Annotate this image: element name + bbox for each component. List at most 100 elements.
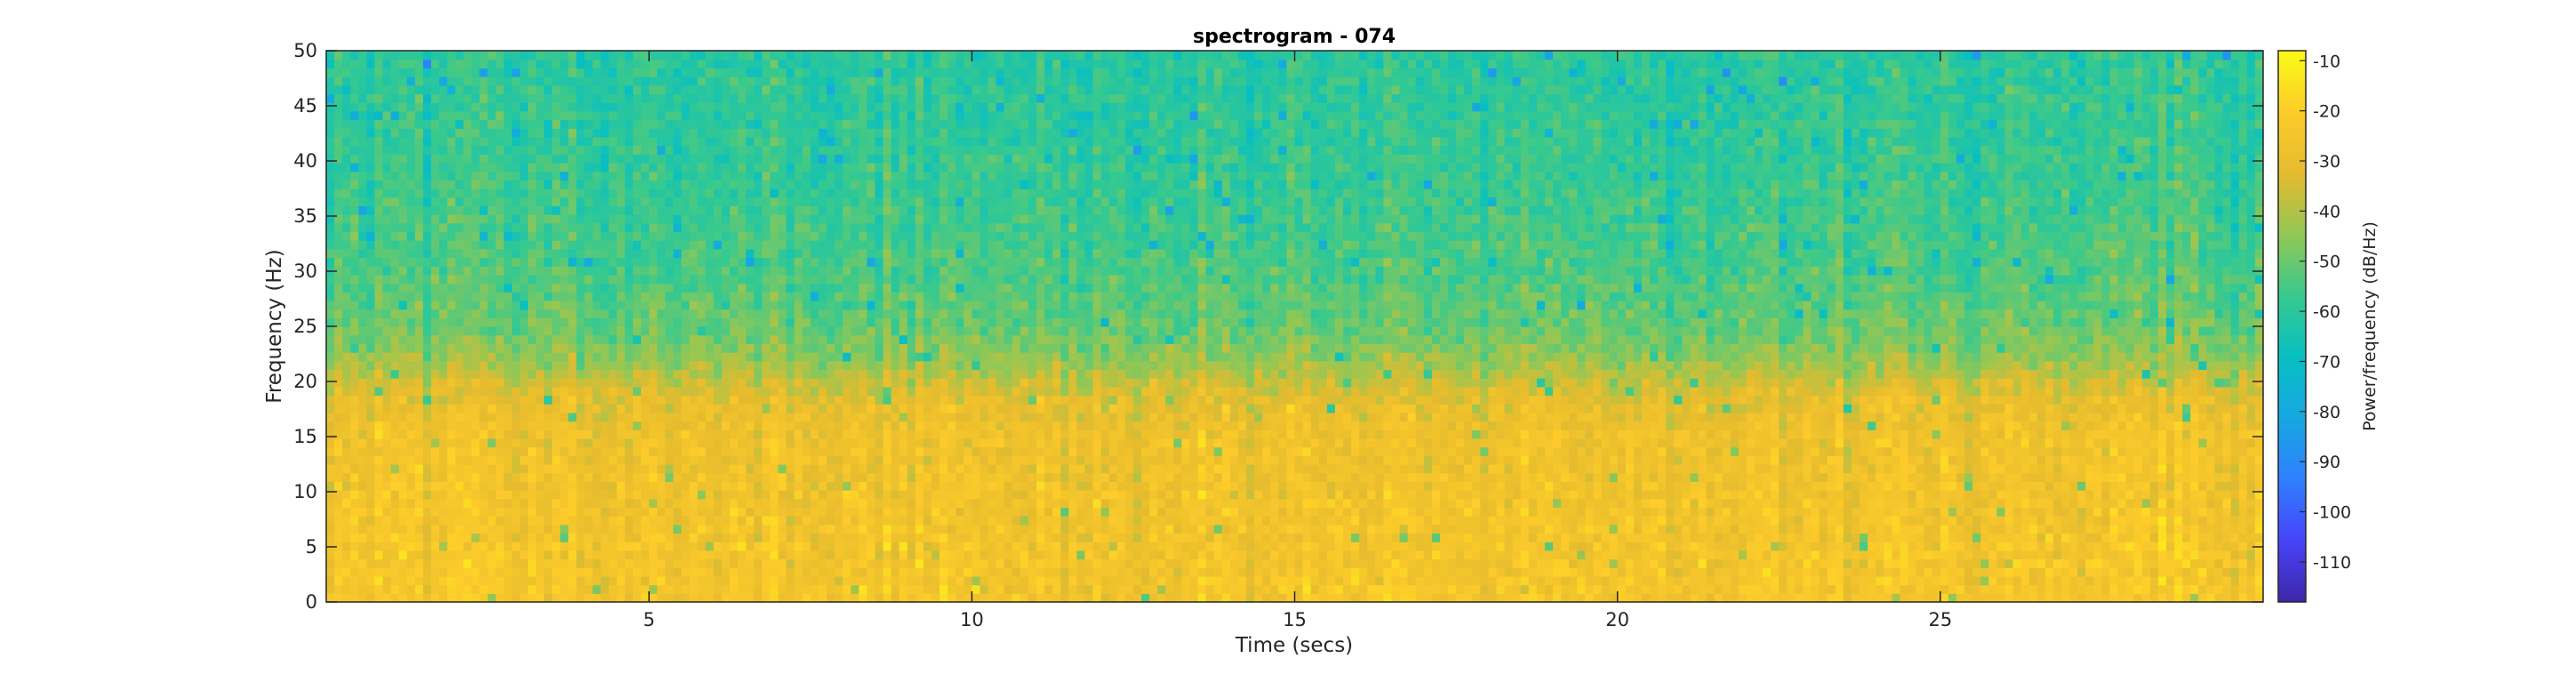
heatmap-cell xyxy=(422,404,432,413)
heatmap-cell xyxy=(770,326,780,336)
heatmap-cell xyxy=(641,533,650,542)
heatmap-cell xyxy=(673,481,683,491)
heatmap-cell xyxy=(778,197,788,206)
heatmap-cell xyxy=(681,136,691,147)
heatmap-cell xyxy=(390,317,400,327)
heatmap-cell xyxy=(859,102,868,112)
heatmap-cell xyxy=(907,317,916,327)
heatmap-cell xyxy=(818,59,828,68)
heatmap-cell xyxy=(883,360,892,371)
heatmap-cell xyxy=(705,352,715,362)
heatmap-cell xyxy=(471,309,481,318)
heatmap-cell xyxy=(778,360,788,371)
heatmap-cell xyxy=(519,481,529,491)
heatmap-cell xyxy=(802,222,812,233)
heatmap-cell xyxy=(503,584,513,594)
heatmap-cell xyxy=(382,300,392,310)
heatmap-cell xyxy=(511,352,521,362)
heatmap-cell xyxy=(940,455,948,465)
heatmap-cell xyxy=(447,386,456,397)
heatmap-cell xyxy=(479,524,489,534)
heatmap-cell xyxy=(544,584,553,594)
heatmap-cell xyxy=(867,326,876,336)
heatmap-cell xyxy=(536,102,545,112)
heatmap-cell xyxy=(802,102,812,112)
heatmap-cell xyxy=(665,550,675,560)
heatmap-cell xyxy=(713,240,723,250)
heatmap-cell xyxy=(738,292,747,301)
heatmap-cell xyxy=(463,429,473,439)
heatmap-cell xyxy=(673,197,683,206)
heatmap-cell xyxy=(778,128,788,138)
heatmap-cell xyxy=(770,412,780,422)
heatmap-cell xyxy=(681,145,691,155)
heatmap-cell xyxy=(447,558,456,568)
heatmap-cell xyxy=(544,455,553,465)
heatmap-cell xyxy=(746,343,755,353)
heatmap-cell xyxy=(657,593,666,603)
heatmap-cell xyxy=(738,309,747,318)
heatmap-cell xyxy=(519,334,529,344)
heatmap-cell xyxy=(859,171,868,181)
heatmap-cell xyxy=(519,395,529,405)
heatmap-cell xyxy=(940,481,948,491)
heatmap-cell xyxy=(471,197,481,206)
heatmap-cell xyxy=(915,412,924,422)
heatmap-cell xyxy=(471,266,481,276)
heatmap-cell xyxy=(334,360,343,371)
heatmap-cell xyxy=(689,524,699,534)
heatmap-cell xyxy=(568,421,578,430)
heatmap-cell xyxy=(455,171,464,181)
heatmap-cell xyxy=(624,542,634,551)
heatmap-cell xyxy=(463,283,473,293)
heatmap-cell xyxy=(519,214,529,224)
heatmap-cell xyxy=(358,154,367,164)
heatmap-cell xyxy=(431,437,440,448)
heatmap-cell xyxy=(673,533,683,542)
heatmap-cell xyxy=(786,412,796,422)
heatmap-cell xyxy=(681,412,691,422)
heatmap-cell xyxy=(738,171,747,181)
heatmap-cell xyxy=(867,292,876,301)
heatmap-cell xyxy=(729,248,739,259)
heatmap-cell xyxy=(681,326,691,336)
heatmap-cell xyxy=(786,421,796,430)
heatmap-cell xyxy=(398,334,408,344)
heatmap-cell xyxy=(495,472,505,482)
heatmap-cell xyxy=(471,369,481,379)
heatmap-cell xyxy=(802,240,812,250)
heatmap-cell xyxy=(834,292,844,301)
heatmap-cell xyxy=(657,326,666,336)
heatmap-cell xyxy=(479,421,489,430)
heatmap-cell xyxy=(665,68,675,77)
heatmap-cell xyxy=(826,154,836,164)
heatmap-cell xyxy=(608,154,618,164)
heatmap-cell xyxy=(778,154,788,164)
heatmap-cell xyxy=(673,507,683,517)
heatmap-cell xyxy=(487,292,497,301)
heatmap-cell xyxy=(931,145,940,155)
heatmap-cell xyxy=(527,300,537,310)
heatmap-cell xyxy=(875,110,884,121)
heatmap-cell xyxy=(447,59,456,68)
heatmap-cell xyxy=(592,386,602,397)
heatmap-cell xyxy=(374,558,384,568)
heatmap-cell xyxy=(754,446,763,456)
heatmap-cell xyxy=(778,567,788,577)
heatmap-cell xyxy=(503,533,513,542)
heatmap-cell xyxy=(948,309,956,318)
heatmap-cell xyxy=(673,214,683,224)
heatmap-cell xyxy=(422,542,432,551)
heatmap-cell xyxy=(697,76,707,86)
heatmap-cell xyxy=(673,189,683,198)
heatmap-cell xyxy=(439,214,448,224)
heatmap-cell xyxy=(544,283,553,293)
heatmap-cell xyxy=(503,84,513,95)
heatmap-cell xyxy=(374,352,384,362)
heatmap-cell xyxy=(584,593,594,603)
heatmap-cell xyxy=(519,274,529,285)
heatmap-cell xyxy=(810,421,820,430)
heatmap-cell xyxy=(608,300,618,310)
heatmap-cell xyxy=(350,274,359,285)
heatmap-cell xyxy=(334,180,343,189)
